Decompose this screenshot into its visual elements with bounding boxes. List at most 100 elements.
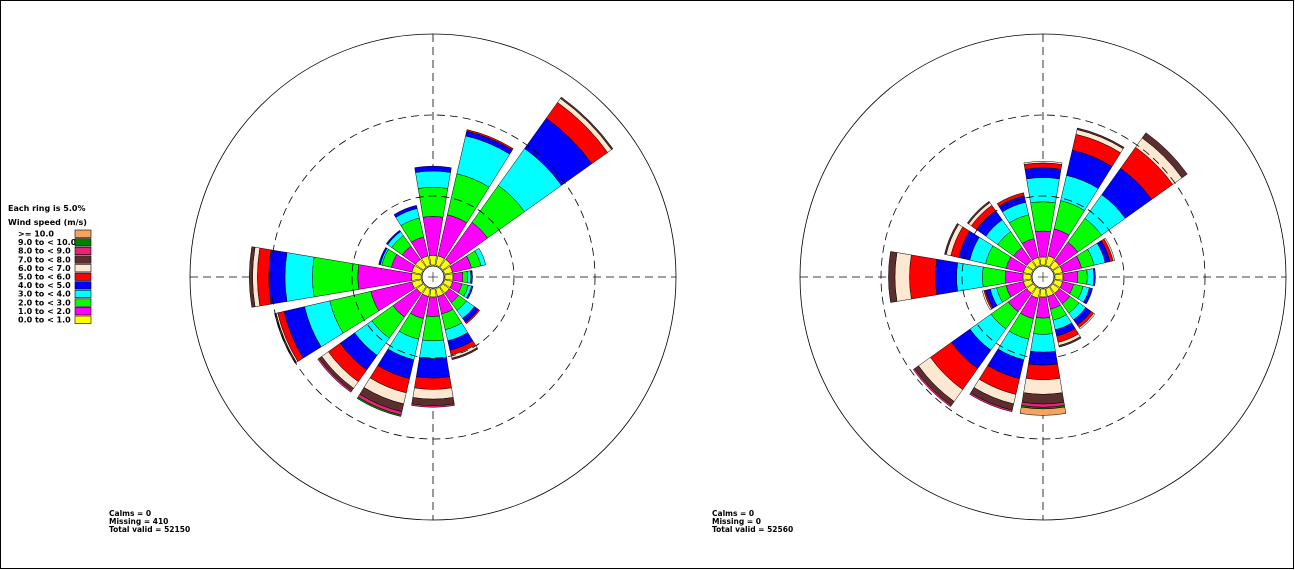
- legend-swatch: [74, 238, 92, 247]
- ring: [189, 33, 677, 521]
- windrose-left: [189, 33, 677, 521]
- legend-swatch: [74, 229, 92, 238]
- legend-swatch: [74, 307, 92, 316]
- sector-segment: [560, 96, 614, 150]
- sector-segment: [935, 258, 958, 296]
- sector-segment: [1078, 312, 1096, 330]
- legend-label: 3.0 to < 4.0: [18, 290, 71, 299]
- ring: [799, 33, 1287, 521]
- stats-left: Calms = 0 Missing = 410 Total valid = 52…: [109, 510, 190, 534]
- sector-segment: [1076, 127, 1125, 150]
- sector-segment: [412, 387, 454, 400]
- sector-segment: [1022, 273, 1032, 281]
- sector-segment: [1054, 273, 1064, 281]
- legend-swatch: [74, 315, 92, 324]
- legend-label: 0.0 to < 1.0: [18, 316, 71, 325]
- ring: [961, 195, 1125, 359]
- windrose-right: [799, 33, 1287, 521]
- sector-segment: [284, 252, 315, 302]
- sector-segment: [956, 262, 984, 292]
- legend-label: 8.0 to < 9.0: [18, 247, 71, 256]
- legend-label: 2.0 to < 3.0: [18, 298, 71, 307]
- sector-segment: [317, 357, 353, 393]
- sector-segment: [1092, 268, 1096, 286]
- sector-segment: [1021, 392, 1065, 405]
- sector-segment: [465, 309, 481, 325]
- sector-segment: [474, 247, 487, 267]
- legend-label: 1.0 to < 2.0: [18, 307, 71, 316]
- calms-left: Calms = 0: [109, 509, 152, 518]
- missing-right: Missing = 0: [712, 517, 761, 526]
- sector-segment: [912, 368, 952, 408]
- sector-segment: [462, 270, 468, 284]
- sector-segment: [429, 255, 437, 266]
- ring: [270, 114, 596, 440]
- sector-segment: [1025, 363, 1061, 380]
- sector-segment: [1141, 132, 1188, 179]
- sector-segment: [1023, 378, 1063, 395]
- sector-segment: [274, 312, 297, 364]
- sector-segment: [1076, 269, 1088, 285]
- sector-segment: [996, 192, 1025, 207]
- legend-swatch: [74, 264, 92, 273]
- legend-label: 7.0 to < 8.0: [18, 255, 71, 264]
- sector-segment: [466, 129, 514, 151]
- sector-segment: [894, 252, 912, 302]
- sector-segment: [414, 376, 452, 390]
- sector-segment: [444, 273, 454, 281]
- sector-segment: [426, 296, 440, 317]
- sector-segment: [1004, 270, 1024, 284]
- legend-swatch: [74, 289, 92, 299]
- legend-swatch: [74, 281, 92, 290]
- sector-segment: [268, 249, 288, 305]
- legend: Each ring is 5.0% Wind speed (m/s) >= 10…: [8, 204, 92, 325]
- legend-swatch: [74, 255, 92, 264]
- ring-note: Each ring is 5.0%: [8, 204, 85, 213]
- sector-segment: [422, 315, 444, 342]
- sector-segment: [982, 266, 1006, 288]
- sector-segment: [249, 246, 256, 308]
- sector-segment: [1039, 288, 1047, 298]
- ring: [351, 195, 515, 359]
- sector-segment: [944, 223, 959, 255]
- sector-segment: [356, 396, 402, 417]
- sector-segment: [414, 165, 452, 173]
- total-valid-left: Total valid = 52150: [109, 525, 191, 534]
- sector-segment: [1026, 177, 1060, 204]
- sector-segment: [393, 205, 418, 218]
- sector-segment: [419, 339, 447, 359]
- sector-segment: [1058, 336, 1082, 348]
- sector-segment: [1024, 167, 1062, 180]
- total-valid-right: Total valid = 52560: [712, 525, 794, 534]
- legend-swatch: [74, 298, 92, 307]
- sector-segment: [1086, 268, 1095, 286]
- sector-segment: [451, 347, 479, 361]
- sector-segment: [411, 403, 455, 408]
- legend-swatch: [74, 246, 92, 255]
- sector-segment: [1103, 237, 1115, 262]
- legend-title: Wind speed (m/s): [8, 218, 87, 227]
- legend-label: 6.0 to < 7.0: [18, 264, 71, 273]
- sector-segment: [1035, 296, 1051, 319]
- missing-left: Missing = 410: [109, 517, 169, 526]
- sector-segment: [257, 247, 272, 307]
- sector-segment: [378, 247, 388, 266]
- sector-segment: [982, 290, 992, 311]
- sector-segment: [466, 285, 474, 300]
- legend-label: >= 10.0: [18, 230, 54, 239]
- sector-segment: [1030, 333, 1056, 353]
- sector-segment: [470, 270, 473, 284]
- sector-segment: [1028, 350, 1058, 366]
- sector-segment: [966, 200, 991, 225]
- ring: [880, 114, 1206, 440]
- sector-segment: [1039, 256, 1047, 266]
- sector-segment: [1023, 161, 1063, 165]
- sector-segment: [411, 273, 422, 281]
- sector-segment: [888, 251, 898, 303]
- sector-segment: [466, 270, 472, 284]
- legend-swatch: [74, 272, 92, 281]
- legend-label: 5.0 to < 6.0: [18, 273, 71, 282]
- sector-segment: [417, 186, 449, 218]
